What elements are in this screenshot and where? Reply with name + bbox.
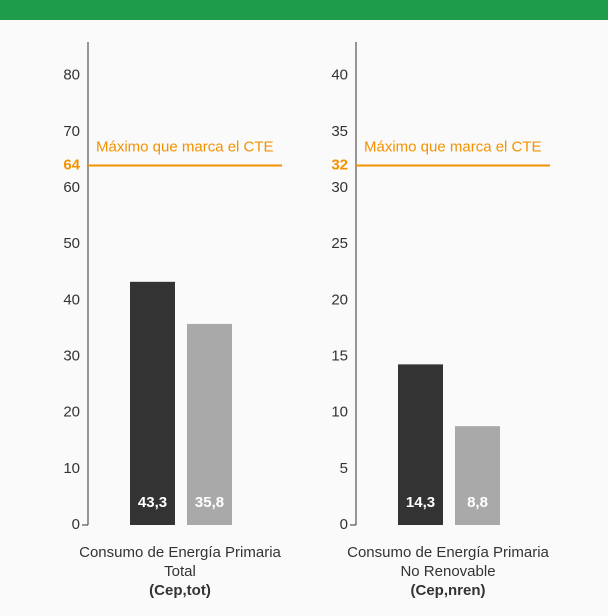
- y-tick-label: 5: [340, 460, 348, 477]
- header-bar: [0, 0, 608, 20]
- x-axis-label: Consumo de Energía Primaria: [347, 544, 549, 561]
- reference-value: 64: [63, 157, 80, 174]
- bar: [398, 364, 443, 525]
- x-axis-label: Consumo de Energía Primaria: [79, 544, 281, 561]
- reference-value: 32: [331, 157, 348, 174]
- y-tick-label: 20: [331, 291, 348, 308]
- bar: [130, 281, 175, 525]
- y-tick-label: 15: [331, 347, 348, 364]
- value-label: 8,8: [467, 494, 488, 511]
- y-tick-label: 30: [331, 179, 348, 196]
- value-label: 35,8: [195, 494, 224, 511]
- y-tick-label: 0: [72, 516, 80, 533]
- bar: [187, 323, 232, 525]
- y-tick-label: 30: [63, 347, 80, 364]
- y-tick-label: 25: [331, 235, 348, 252]
- value-label: 14,3: [406, 494, 435, 511]
- y-tick-label: 40: [331, 67, 348, 84]
- y-tick-label: 80: [63, 67, 80, 84]
- x-axis-label: (Cep,tot): [149, 582, 211, 599]
- y-tick-label: 70: [63, 123, 80, 140]
- y-tick-label: 60: [63, 179, 80, 196]
- reference-label: Máximo que marca el CTE: [364, 139, 542, 156]
- y-tick-label: 35: [331, 123, 348, 140]
- x-axis-label: Total: [164, 563, 196, 580]
- y-tick-label: 40: [63, 291, 80, 308]
- y-tick-label: 10: [331, 404, 348, 421]
- bar: [455, 426, 500, 525]
- x-axis-label: No Renovable: [400, 563, 495, 580]
- y-tick-label: 50: [63, 235, 80, 252]
- y-tick-label: 0: [340, 516, 348, 533]
- x-axis-label: (Cep,nren): [411, 582, 486, 599]
- value-label: 43,3: [138, 494, 167, 511]
- y-tick-label: 10: [63, 460, 80, 477]
- reference-label: Máximo que marca el CTE: [96, 139, 274, 156]
- y-tick-label: 20: [63, 404, 80, 421]
